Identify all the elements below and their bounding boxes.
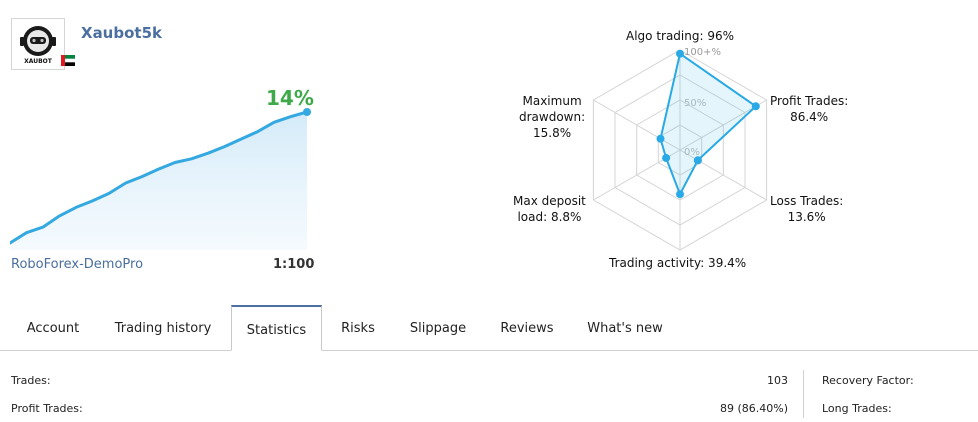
radar-value-point <box>676 49 684 58</box>
radar-label-max-deposit-load: Max deposit load: 8.8% <box>513 194 586 224</box>
logo-text: XAUBOT <box>24 58 52 65</box>
radar-scale-100: 100+% <box>684 47 721 58</box>
stat-label-long-trades: Long Trades: <box>822 402 892 415</box>
stat-value-trades: 103 <box>767 374 788 387</box>
radar-scale-50: 50% <box>684 98 706 109</box>
uae-flag-icon <box>61 55 75 66</box>
broker-link[interactable]: RoboForex-DemoPro <box>11 257 144 272</box>
growth-end-point <box>303 108 311 116</box>
stat-label-trades: Trades: <box>11 374 51 387</box>
radar-value-points <box>656 49 760 199</box>
bot-name-link[interactable]: Xaubot5k <box>81 24 162 42</box>
leverage-value: 1:100 <box>273 257 315 272</box>
tab-risks[interactable]: Risks <box>341 321 375 336</box>
radar-value-area <box>659 52 758 197</box>
radar-label-loss-trades: Loss Trades: 13.6% <box>770 194 844 224</box>
stats-column-divider <box>803 370 804 418</box>
bot-logo[interactable]: XAUBOT <box>11 18 65 70</box>
radar-label-profit-trades: Profit Trades: 86.4% <box>770 94 849 124</box>
growth-line <box>10 110 309 245</box>
radar-value-point <box>676 190 684 199</box>
tab-reviews[interactable]: Reviews <box>500 321 554 336</box>
radar-value-point <box>662 154 671 162</box>
tab-account[interactable]: Account <box>26 321 80 336</box>
tab-whats-new[interactable]: What's new <box>587 321 663 336</box>
radar-value-point <box>751 102 760 111</box>
radar-scale-0: 0% <box>684 147 700 158</box>
tab-statistics[interactable]: Statistics <box>231 305 322 351</box>
radar-label-algo-trading: Algo trading: 96% <box>626 29 735 43</box>
radar-label-max-drawdown: Maximum drawdown: 15.8% <box>519 94 586 140</box>
growth-chart <box>10 108 311 250</box>
radar-axis-line <box>593 99 681 151</box>
radar-value-point <box>656 134 665 143</box>
tab-bar: Account Trading history Statistics Risks… <box>0 305 978 351</box>
stat-label-recovery-factor: Recovery Factor: <box>822 374 914 387</box>
stat-value-profit-trades: 89 (86.40%) <box>719 402 788 415</box>
statistics-panel: Trades: 103 Profit Trades: 89 (86.40%) R… <box>0 350 978 422</box>
tab-slippage[interactable]: Slippage <box>409 321 467 336</box>
stat-label-profit-trades: Profit Trades: <box>11 402 83 415</box>
radar-chart: 100+% 50% 0% <box>592 47 768 251</box>
tab-trading-history[interactable]: Trading history <box>114 321 212 336</box>
radar-value-point <box>693 156 702 165</box>
growth-area <box>10 112 307 250</box>
growth-percent: 14% <box>266 86 314 110</box>
radar-label-trading-activity: Trading activity: 39.4% <box>609 256 747 270</box>
robot-head-icon <box>20 26 56 56</box>
